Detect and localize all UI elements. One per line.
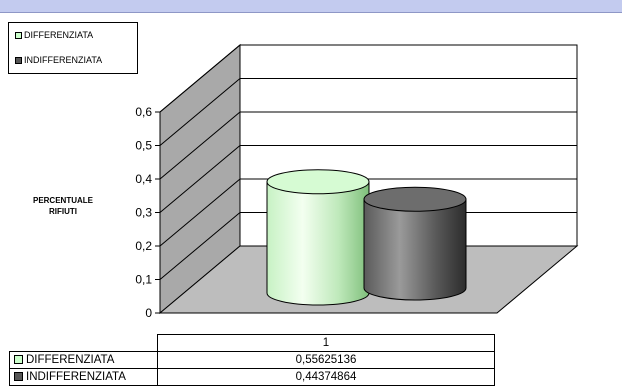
gridline (159, 111, 577, 180)
window-top-band (0, 0, 622, 13)
legend-swatch-differenziata (15, 31, 22, 39)
data-table-row-name: DIFFERENZIATA (26, 354, 115, 366)
data-table-row-label: DIFFERENZIATA (9, 351, 158, 369)
cylinder-body-differenziata (266, 181, 370, 306)
gridline (159, 44, 577, 113)
data-table-row: INDIFFERENZIATA 0,44374864 (9, 368, 495, 386)
y-tick-label: 0,5 (135, 139, 152, 153)
cylinder-top-differenziata (266, 169, 370, 195)
data-table: 1 DIFFERENZIATA 0,55625136 INDIFFERENZIA… (9, 334, 495, 386)
table-swatch-differenziata (14, 355, 23, 365)
y-tick-label: 0,4 (135, 172, 152, 186)
gridline (159, 78, 577, 146)
table-swatch-indifferenziata (14, 372, 23, 382)
data-table-row-name: INDIFFERENZIATA (26, 371, 126, 383)
y-axis-title-line1: PERCENTUALE (33, 196, 94, 205)
cylinder-top-indifferenziata (363, 186, 467, 212)
data-table-value-cell: 0,44374864 (157, 368, 495, 386)
y-tick-label: 0,6 (135, 105, 152, 119)
chart-plot: 0 0,1 0,2 0,3 0,4 0,5 0,6 PERCENTUALE RIFIUTI (33, 43, 579, 320)
cylinder-body-indifferenziata (363, 198, 467, 301)
chart-legend: DIFFERENZIATA INDIFFERENZIATA (8, 22, 138, 74)
gridline (159, 145, 577, 213)
y-tick-label: 0,2 (135, 239, 152, 253)
legend-label-differenziata: DIFFERENZIATA (24, 30, 94, 40)
gridline (159, 178, 577, 247)
data-table-row-label: INDIFFERENZIATA (9, 368, 158, 386)
legend-swatch-indifferenziata (15, 56, 22, 64)
y-tick-label: 0 (145, 306, 152, 320)
legend-item-differenziata: DIFFERENZIATA (15, 30, 93, 40)
y-tick-label: 0,3 (135, 206, 152, 220)
data-table-corner (9, 334, 158, 352)
y-tick-label: 0,1 (135, 273, 152, 287)
data-table-row: DIFFERENZIATA 0,55625136 (9, 351, 495, 369)
legend-label-indifferenziata: INDIFFERENZIATA (24, 55, 103, 65)
y-axis-title-line2: RIFIUTI (49, 207, 77, 216)
data-table-header-row: 1 (9, 334, 495, 352)
data-table-header-cell: 1 (157, 334, 495, 352)
legend-item-indifferenziata: INDIFFERENZIATA (15, 55, 102, 65)
data-table-value-cell: 0,55625136 (157, 351, 495, 369)
